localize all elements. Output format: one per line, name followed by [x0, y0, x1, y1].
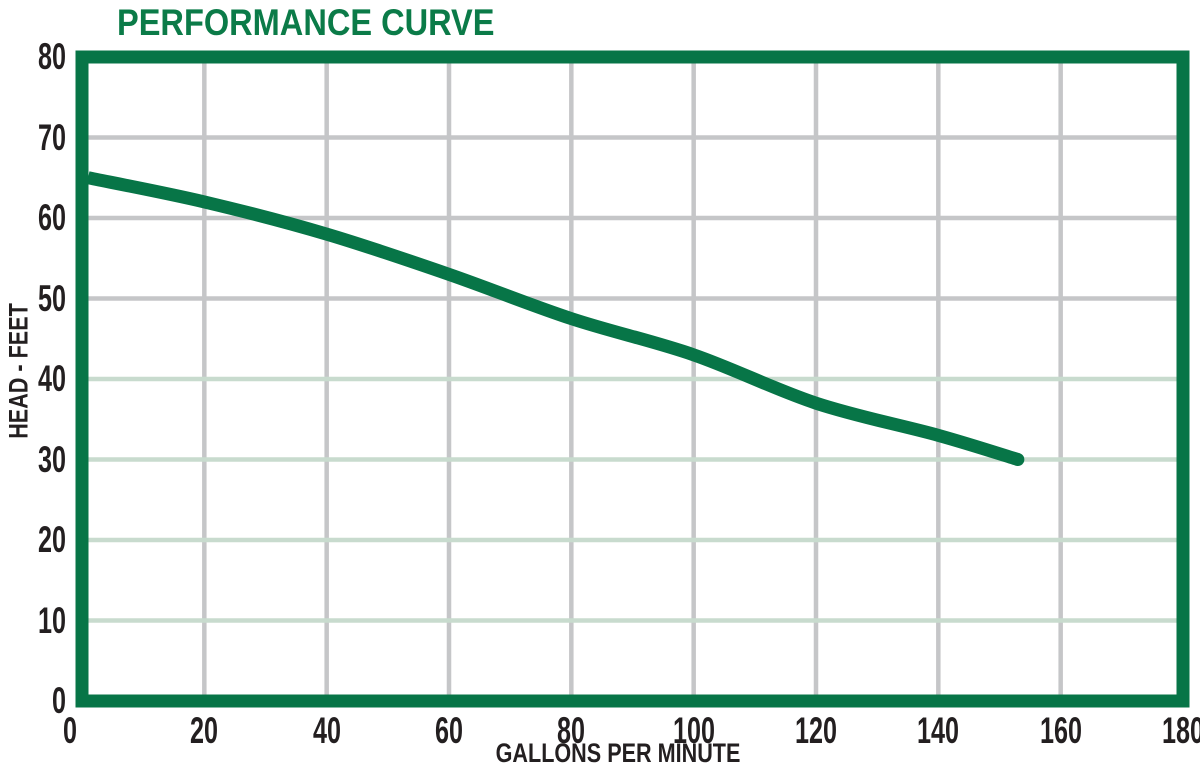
y-tick-label: 50	[38, 277, 66, 319]
y-tick-label: 40	[38, 358, 66, 399]
x-tick-label: 80	[557, 710, 586, 751]
y-tick-label: 60	[38, 197, 66, 238]
x-axis-title: GALLONS PER MINUTE	[495, 738, 741, 768]
plot-frame	[75, 50, 1190, 708]
x-tick-label: 100	[672, 710, 715, 751]
y-tick-label: 30	[38, 438, 66, 480]
y-tick-label: 20	[38, 519, 66, 560]
y-axis-title: HEAD - FEET	[3, 303, 34, 439]
y-tick-label: 70	[38, 116, 66, 158]
x-tick-label: 40	[312, 710, 341, 751]
x-tick-label: 140	[917, 710, 960, 751]
x-tick-label: 0	[62, 710, 77, 751]
x-tick-label: 120	[795, 710, 837, 751]
x-tick-label: 60	[435, 710, 463, 751]
y-tick-label: 0	[52, 680, 66, 721]
pump-performance-curve	[86, 171, 1020, 466]
x-tick-label: 20	[190, 710, 219, 751]
curve-end-cap	[1011, 453, 1025, 466]
y-tick-label: 80	[38, 36, 66, 77]
y-tick-label: 10	[38, 599, 66, 641]
chart-title: PERFORMANCE CURVE	[117, 2, 495, 43]
x-tick-label: 180	[1162, 710, 1200, 751]
x-tick-label: 160	[1039, 710, 1082, 751]
